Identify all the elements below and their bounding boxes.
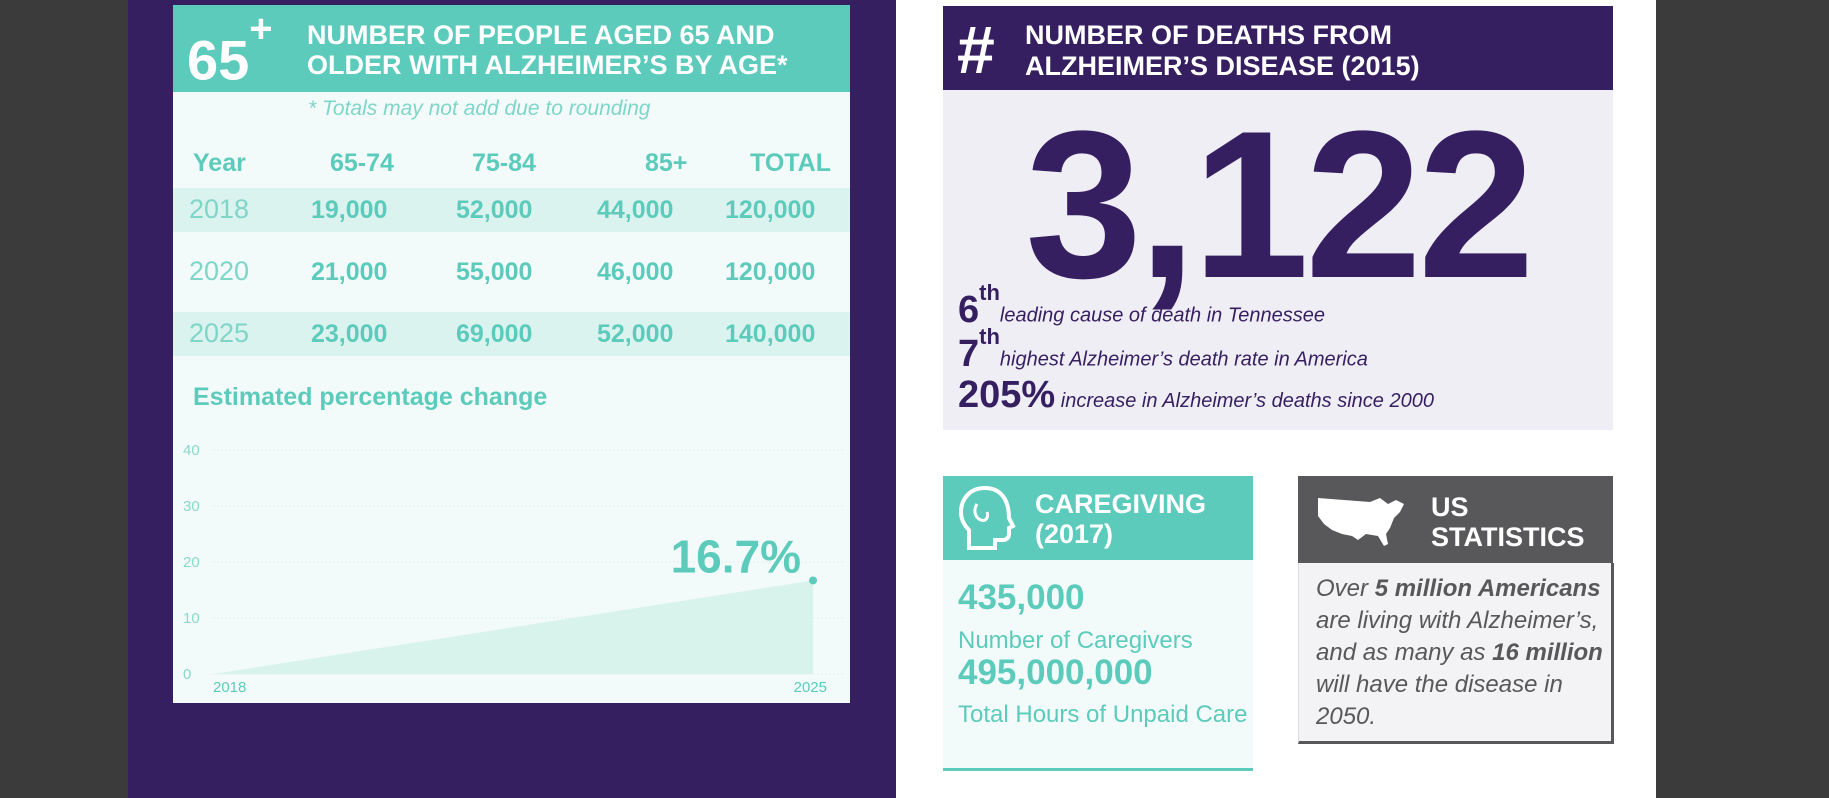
header-75-84: 75-84 (472, 149, 536, 177)
caregiving-title-line: (2017) (1035, 519, 1114, 549)
deaths-big-number: 3,122 (1025, 87, 1535, 322)
row-year: 2020 (189, 256, 250, 286)
row-total: 140,000 (725, 320, 816, 348)
us-map-icon (1318, 498, 1404, 546)
card-title: NUMBER OF PEOPLE AGED 65 AND OLDER WITH … (307, 20, 788, 80)
deaths-body: 3,122 6thleading cause of death in Tenne… (943, 90, 1613, 430)
us-statistics-header: US STATISTICS (1298, 476, 1613, 563)
row-85-plus: 46,000 (597, 258, 674, 286)
row-75-84: 52,000 (456, 196, 533, 224)
row-year: 2018 (189, 194, 250, 224)
caregiving-header: CAREGIVING (2017) (943, 476, 1253, 560)
table-row: 2018 19,000 52,000 44,000 120,000 (173, 188, 850, 232)
stat-line: 205% increase in Alzheimer’s deaths sinc… (958, 374, 1434, 417)
stat-number: 7th (958, 324, 1000, 375)
caregiving-title: CAREGIVING (2017) (1035, 489, 1206, 549)
deaths-header: # NUMBER OF DEATHS FROM ALZHEIMER’S DISE… (943, 6, 1613, 90)
unpaid-hours-count: 495,000,000 (958, 653, 1153, 692)
row-total: 120,000 (725, 258, 816, 286)
table-row: 2020 21,000 55,000 46,000 120,000 (173, 250, 850, 294)
stat-text: highest Alzheimer’s death rate in Americ… (999, 348, 1368, 371)
percentage-change-chart: 0 10 20 30 40 16.7% 2018 2025 (183, 442, 843, 696)
head-profile-icon (958, 485, 1016, 550)
deaths-title-line: NUMBER OF DEATHS FROM (1025, 20, 1392, 50)
endpoint-marker (809, 576, 817, 585)
hash-symbol: # (957, 12, 995, 88)
us-statistics-body: Over 5 million Americans are living with… (1298, 563, 1614, 744)
header-65-74: 65-74 (330, 149, 394, 177)
row-65-74: 19,000 (311, 196, 388, 224)
stat-line: 6thleading cause of death in Tennessee (958, 280, 1325, 332)
chart-title: Estimated percentage change (193, 383, 548, 411)
caregiving-title-line: CAREGIVING (1035, 489, 1207, 519)
y-tick-label: 0 (183, 666, 191, 683)
big-65-label: 65+ (187, 7, 273, 92)
caregivers-label: Number of Caregivers (958, 627, 1193, 654)
row-75-84: 69,000 (456, 320, 533, 348)
deaths-title-line: ALZHEIMER’S DISEASE (2015) (1025, 51, 1420, 81)
unpaid-hours-label: Total Hours of Unpaid Care (958, 701, 1248, 728)
us-statistics-title: US STATISTICS (1431, 492, 1585, 552)
deaths-title: NUMBER OF DEATHS FROM ALZHEIMER’S DISEAS… (1025, 20, 1420, 82)
header-85-plus: 85+ (645, 149, 688, 177)
row-85-plus: 44,000 (597, 196, 674, 224)
us-statistics-text: Over 5 million Americans are living with… (1316, 575, 1603, 730)
table-header: Year 65-74 75-84 85+ TOTAL (173, 145, 850, 185)
value-annotation: 16.7% (671, 530, 801, 582)
us-title-line: STATISTICS (1431, 522, 1585, 552)
row-year: 2025 (189, 318, 250, 348)
y-tick-label: 10 (183, 610, 200, 627)
caregiving-body: 435,000 Number of Caregivers 495,000,000… (943, 560, 1253, 771)
stat-text: leading cause of death in Tennessee (999, 304, 1325, 327)
us-title-line: US (1431, 492, 1469, 522)
header-total: TOTAL (750, 149, 832, 177)
rounding-note: * Totals may not add due to rounding (308, 97, 651, 120)
table-row: 2025 23,000 69,000 52,000 140,000 (173, 312, 850, 356)
header-year: Year (193, 149, 246, 177)
stat-number: 205% (958, 374, 1056, 416)
x-tick-label: 2025 (794, 679, 827, 696)
right-margin (1656, 0, 1829, 798)
stat-number: 6th (958, 280, 1000, 331)
stat-text: increase in Alzheimer’s deaths since 200… (1060, 390, 1434, 412)
left-margin (0, 0, 128, 798)
area-series (213, 580, 813, 674)
alzheimers-by-age-card: 65+ NUMBER OF PEOPLE AGED 65 AND OLDER W… (173, 5, 850, 703)
card-header: 65+ NUMBER OF PEOPLE AGED 65 AND OLDER W… (173, 5, 850, 92)
y-tick-label: 20 (183, 554, 200, 571)
caregivers-count: 435,000 (958, 578, 1085, 617)
y-tick-label: 40 (183, 442, 200, 459)
stat-line: 7thhighest Alzheimer’s death rate in Ame… (958, 324, 1368, 376)
x-tick-label: 2018 (213, 679, 246, 696)
row-85-plus: 52,000 (597, 320, 674, 348)
row-total: 120,000 (725, 196, 816, 224)
row-75-84: 55,000 (456, 258, 533, 286)
y-tick-label: 30 (183, 498, 200, 515)
row-65-74: 23,000 (311, 320, 388, 348)
row-65-74: 21,000 (311, 258, 388, 286)
